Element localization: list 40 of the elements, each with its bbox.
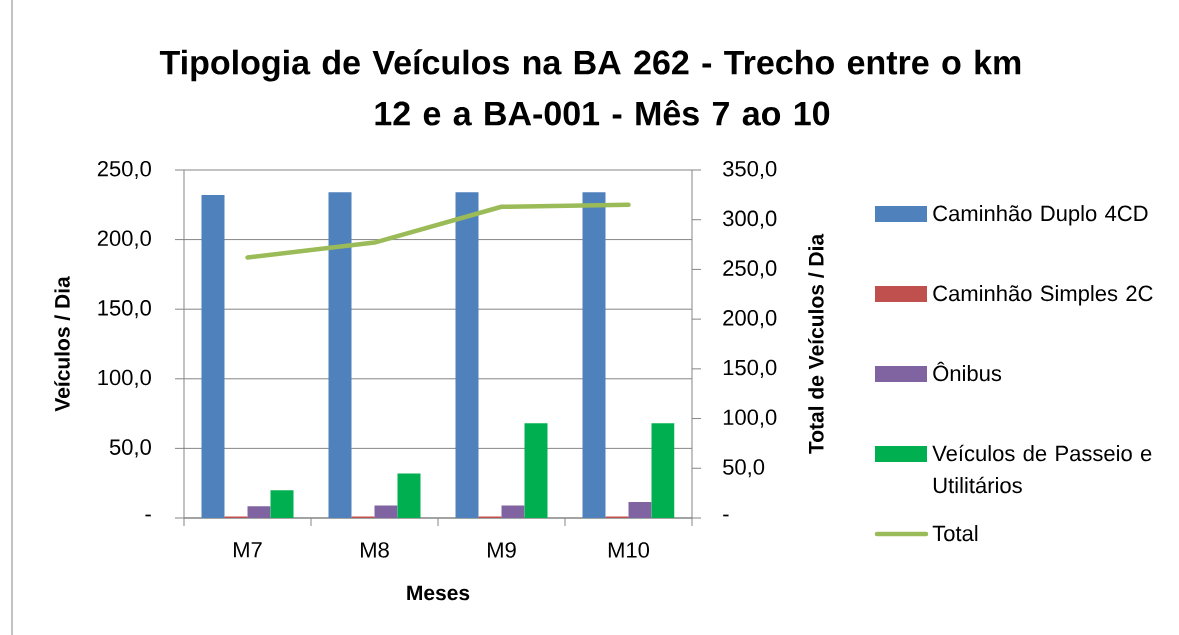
bar [270,490,294,518]
y-tick-label: - [145,514,151,517]
bar [201,195,225,518]
y-axis-title: Veículos / Dia [54,276,70,412]
y2-tick-label: - [723,514,729,517]
y2-tick-label: 150,0 [723,359,777,378]
bar [582,192,606,518]
bar [501,505,525,518]
legend-label: Caminhão Simples 2C [933,285,1153,306]
x-tick-label: M10 [608,542,650,558]
y2-tick-label: 300,0 [723,210,777,229]
y-tick-label: 150,0 [98,300,151,319]
y-tick-label: 250,0 [97,160,151,180]
y-tick-label: 200,0 [97,230,151,249]
y2-tick-label: 250,0 [723,260,777,279]
bar [651,423,675,518]
chart-title: Tipologia de Veículos na BA 262 - Trecho entre o km 12 e a BA-001 - Mês 7 ao 10 [159,49,1021,126]
line-series [245,202,631,260]
y-tick-label: 100,0 [98,369,151,388]
y2-axis-title: Total de Veículos / Dia [808,233,824,454]
legend-label: Veículos de Passeio e Utilitários [932,444,1152,494]
bar [628,501,652,518]
bar [374,505,398,518]
bar [455,192,479,518]
x-axis-title: Meses [407,585,470,601]
y2-tick-label: 100,0 [723,409,777,428]
x-tick-label: M8 [361,542,389,558]
y2-tick-label: 50,0 [723,459,765,478]
x-tick-label: M9 [488,542,516,558]
bar [397,473,421,518]
bar [524,423,548,518]
x-tick-label: M7 [234,542,262,558]
legend-label: Caminhão Duplo 4CD [933,205,1148,226]
y-tick-label: 50,0 [109,439,151,458]
legend-label: Ônibus [933,361,1002,382]
bar [247,506,271,518]
legend-label: Total [932,525,978,542]
y2-tick-label: 200,0 [723,310,777,329]
bar [328,192,352,518]
y2-tick-label: 350,0 [723,160,777,180]
